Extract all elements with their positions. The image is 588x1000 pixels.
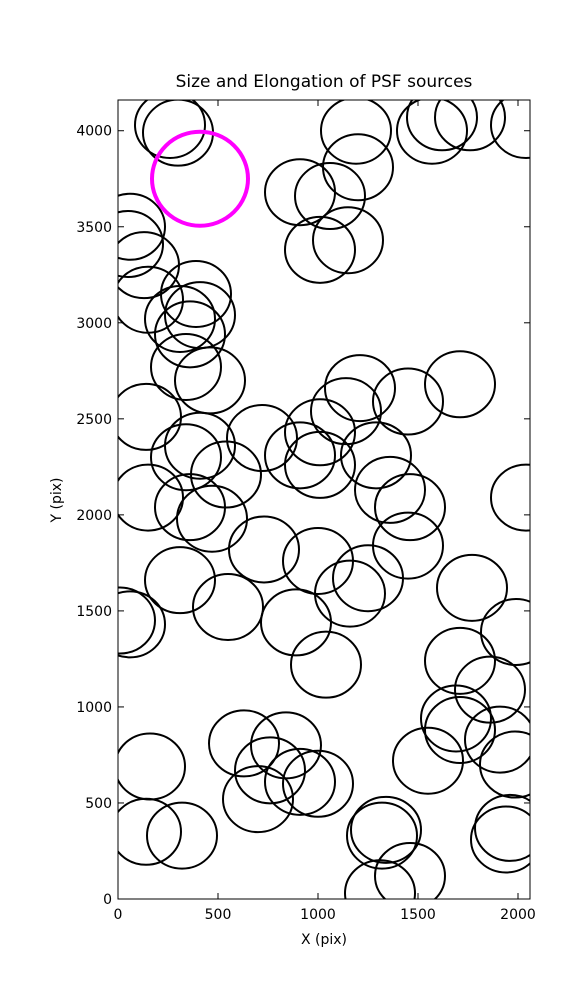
source-ellipse: [264, 158, 336, 227]
source-ellipse: [208, 709, 280, 778]
source-ellipse: [118, 382, 182, 451]
y-tick-label: 0: [103, 892, 112, 908]
source-ellipse: [150, 423, 222, 492]
source-ellipse: [344, 859, 416, 899]
source-ellipse: [154, 473, 226, 542]
source-ellipse: [284, 430, 356, 499]
y-tick-label: 3500: [76, 220, 112, 236]
y-tick-label: 500: [85, 796, 112, 812]
source-ellipse: [226, 404, 298, 473]
source-ellipse: [372, 367, 444, 436]
source-ellipse: [312, 206, 384, 275]
source-ellipse: [284, 398, 356, 467]
x-tick-label: 500: [205, 907, 232, 923]
source-ellipse: [406, 100, 478, 152]
source-ellipse: [192, 573, 264, 642]
source-ellipse: [479, 730, 530, 799]
source-ellipse: [420, 684, 492, 753]
source-ellipse: [134, 100, 206, 159]
source-ellipse: [118, 210, 164, 279]
source-ellipse: [474, 793, 530, 862]
source-ellipse: [374, 473, 446, 542]
plot-frame: [117, 99, 531, 900]
source-ellipse: [490, 463, 530, 532]
y-tick-label: 1000: [76, 700, 112, 716]
source-ellipse: [350, 795, 422, 864]
source-ellipse: [222, 765, 294, 834]
source-ellipse: [144, 284, 216, 353]
source-ellipse: [176, 484, 248, 553]
source-ellipse: [322, 133, 394, 202]
source-ellipse: [118, 192, 166, 261]
source-ellipse: [164, 411, 236, 480]
source-ellipse: [282, 749, 354, 818]
source-ellipse: [118, 586, 156, 655]
x-tick-label: 2000: [500, 907, 536, 923]
source-ellipse: [260, 588, 332, 657]
source-ellipse: [340, 421, 412, 490]
source-ellipse: [154, 300, 226, 369]
source-ellipse: [372, 511, 444, 580]
source-ellipse: [118, 732, 186, 801]
source-ellipse: [118, 797, 182, 866]
y-tick-label: 4000: [76, 124, 112, 140]
source-ellipse: [228, 515, 300, 584]
source-ellipse: [396, 100, 468, 165]
source-ellipse: [284, 215, 356, 284]
highlight-ellipse: [150, 129, 250, 228]
y-tick-label: 2000: [76, 508, 112, 524]
source-ellipse: [160, 259, 232, 328]
source-ellipse: [294, 162, 366, 231]
source-ellipse: [174, 346, 246, 415]
source-ellipse: [354, 455, 426, 524]
source-ellipse: [480, 598, 530, 667]
source-ellipse: [424, 695, 496, 764]
x-axis-label: X (pix): [301, 932, 347, 948]
source-ellipse: [436, 553, 508, 622]
source-ellipse: [234, 736, 306, 805]
source-ellipse: [470, 805, 530, 874]
source-ellipse: [290, 630, 362, 699]
source-ellipse: [392, 726, 464, 795]
source-ellipse: [490, 100, 530, 159]
y-axis-label: Y (pix): [49, 478, 65, 524]
chart-title: Size and Elongation of PSF sources: [176, 72, 473, 92]
source-ellipse: [374, 841, 446, 899]
source-ellipse: [346, 801, 418, 870]
source-ellipse: [424, 626, 496, 695]
source-ellipse: [332, 544, 404, 613]
source-ellipse: [150, 332, 222, 401]
x-tick-label: 1500: [400, 907, 436, 923]
source-ellipse: [324, 354, 396, 423]
source-ellipse: [320, 100, 392, 165]
x-tick-label: 1000: [300, 907, 336, 923]
source-ellipse: [190, 440, 262, 509]
y-tick-label: 2500: [76, 412, 112, 428]
source-ellipse: [118, 590, 166, 659]
source-ellipse: [424, 350, 496, 419]
source-ellipse: [118, 463, 184, 532]
source-ellipse: [464, 705, 530, 774]
source-ellipse: [146, 801, 218, 870]
source-ellipse: [264, 421, 336, 490]
x-tick-label: 0: [114, 907, 123, 923]
source-ellipse: [434, 100, 506, 152]
source-ellipse: [144, 546, 216, 615]
y-tick-label: 1500: [76, 604, 112, 620]
plot-area: [118, 100, 530, 899]
y-tick-label: 3000: [76, 316, 112, 332]
source-ellipse: [264, 747, 336, 816]
